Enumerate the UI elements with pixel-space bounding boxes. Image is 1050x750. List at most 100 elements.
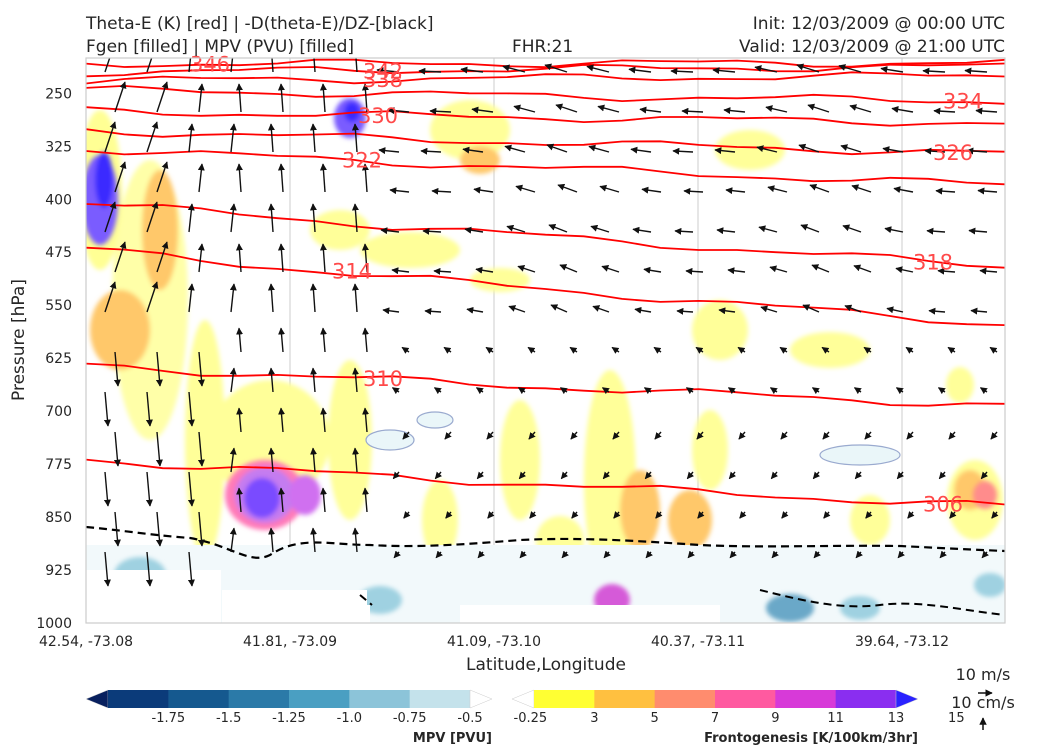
wind-arrow: [924, 147, 946, 155]
wind-arrow: [546, 143, 568, 153]
wind-arrow: [674, 227, 694, 235]
wind-arrow: [854, 471, 863, 480]
wind-arrow: [391, 267, 410, 275]
wind-arrow: [403, 511, 411, 519]
wind-arrow: [236, 327, 244, 353]
wind-arrow: [515, 184, 536, 193]
wind-arrow: [935, 187, 956, 195]
mpv-colorbar-extend-right: [469, 689, 493, 709]
wind-arrow: [643, 266, 662, 274]
mpv-colorbar-extend-left: [85, 689, 109, 709]
wind-arrow: [906, 431, 914, 440]
quiver-key-label-1: 10 m/s: [956, 665, 1011, 684]
wind-arrow: [361, 83, 369, 113]
wind-arrow: [444, 431, 452, 440]
wind-arrow: [362, 327, 370, 353]
wind-arrow: [155, 511, 163, 547]
wind-arrow: [630, 146, 652, 154]
mpv-colorbar-swatch: [409, 690, 471, 708]
mpv-colorbar-swatch: [168, 690, 230, 708]
wind-arrow: [197, 163, 205, 193]
wind-arrow: [758, 225, 778, 233]
dashed-contour: [86, 525, 1005, 559]
wind-arrow: [155, 351, 163, 387]
mpv-colorbar-swatch: [289, 690, 350, 708]
wind-arrow: [864, 431, 872, 440]
wind-arrow: [460, 66, 484, 74]
y-tick-label: 850: [45, 510, 72, 526]
wind-arrow: [351, 203, 359, 233]
theta-e-label: 342: [363, 59, 403, 83]
wind-arrow: [197, 511, 205, 547]
wind-arrow: [685, 387, 694, 395]
wind-arrow: [612, 431, 620, 440]
wind-arrow: [905, 346, 914, 354]
fgen-colorbar-swatch: [654, 690, 716, 708]
wind-arrow: [990, 431, 998, 440]
wind-arrow: [313, 58, 316, 73]
wind-arrow: [528, 431, 536, 440]
wind-arrow: [980, 471, 989, 480]
wind-arrow: [197, 243, 205, 273]
wind-arrow: [807, 103, 830, 113]
wind-arrow: [670, 67, 694, 75]
wind-arrow: [802, 304, 820, 313]
wind-arrow: [527, 346, 536, 354]
wind-arrow: [685, 267, 704, 275]
wind-arrow: [114, 161, 127, 193]
y-tick-label: 625: [45, 351, 72, 367]
wind-arrow: [592, 305, 610, 313]
wind-arrow: [895, 387, 904, 395]
wind-arrow: [197, 83, 205, 113]
wind-arrow: [865, 511, 873, 519]
wind-arrow: [727, 267, 746, 275]
mpv-colorbar-swatch: [349, 690, 411, 708]
y-axis-label: Pressure [hPa]: [9, 279, 29, 401]
wind-arrow: [435, 550, 443, 559]
wind-arrow: [277, 243, 285, 273]
wind-arrow: [268, 367, 276, 393]
wind-arrow: [197, 431, 205, 467]
mpv-colorbar-tick-label: -1.75: [152, 711, 186, 726]
wind-arrow: [229, 203, 237, 233]
wind-arrow: [781, 511, 789, 519]
x-tick-label: 40.37, -73.11: [651, 634, 745, 650]
wind-arrow: [466, 306, 484, 314]
init-time: Init: 12/03/2009 @ 00:00 UTC: [752, 14, 1005, 34]
wind-arrow: [424, 307, 442, 315]
mpv-colorbar-tick-label: -0.25: [514, 711, 548, 726]
wind-arrow: [229, 527, 237, 553]
wind-arrow: [977, 187, 998, 195]
wind-arrow: [418, 67, 442, 75]
wind-arrow: [727, 387, 736, 395]
wind-arrow: [434, 471, 443, 480]
wind-arrow: [939, 550, 947, 559]
wind-arrow: [114, 241, 127, 273]
wind-arrow: [277, 163, 285, 193]
wind-arrow: [907, 511, 915, 519]
wind-arrow: [560, 471, 569, 480]
wind-arrow: [361, 163, 369, 193]
x-axis-label: Latitude,Longitude: [466, 655, 626, 675]
wind-arrow: [840, 144, 862, 153]
fgen-colorbar-swatch: [835, 690, 897, 708]
wind-arrow: [599, 184, 620, 193]
wind-arrow: [937, 387, 946, 395]
wind-arrow: [278, 487, 286, 513]
wind-arrow: [156, 81, 169, 113]
theta-e-label: 326: [933, 141, 973, 165]
wind-arrow: [559, 264, 578, 273]
wind-arrow: [844, 304, 862, 313]
wind-arrow: [891, 106, 914, 113]
wind-arrow: [104, 58, 111, 73]
wind-arrow: [145, 551, 153, 587]
wind-arrow: [697, 511, 705, 519]
fgen-colorbar-tick-label: 7: [711, 711, 719, 726]
wind-arrow: [229, 367, 237, 393]
wind-arrow: [729, 550, 737, 559]
wind-arrow: [681, 107, 704, 115]
wind-arrow: [968, 227, 988, 235]
wind-arrow: [767, 185, 788, 193]
wind-arrow: [508, 305, 526, 313]
wind-arrow: [319, 163, 327, 193]
